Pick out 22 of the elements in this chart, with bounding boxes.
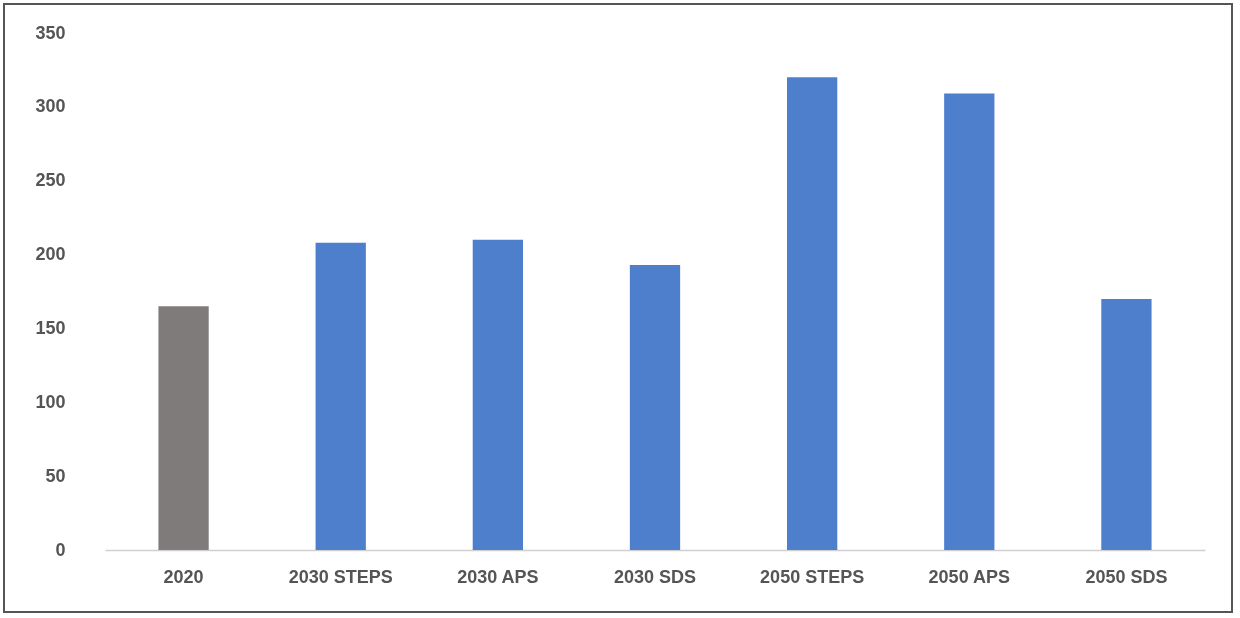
- y-tick-label: 250: [35, 170, 66, 191]
- bar: [158, 306, 209, 550]
- y-tick-label: 300: [35, 96, 66, 117]
- y-tick-label: 150: [35, 317, 66, 338]
- y-tick-label: 350: [35, 22, 66, 43]
- bar: [629, 264, 681, 550]
- bar: [1101, 298, 1152, 550]
- x-tick-label: 2030 STEPS: [288, 566, 393, 587]
- x-tick-label: 2030 APS: [457, 566, 539, 587]
- x-tick-label: 2050 SDS: [1085, 566, 1168, 587]
- x-tick-label: 2020: [163, 566, 204, 587]
- x-tick-label: 2050 APS: [928, 566, 1010, 587]
- x-tick-label: 2030 SDS: [613, 566, 697, 587]
- bar: [472, 239, 523, 550]
- bar: [315, 242, 366, 550]
- y-tick-label: 0: [55, 539, 66, 560]
- x-tick-label: 2050 STEPS: [760, 566, 865, 587]
- y-tick-label: 50: [45, 465, 66, 486]
- y-tick-label: 200: [35, 244, 66, 265]
- bar: [787, 77, 838, 550]
- y-tick-label: 100: [35, 391, 66, 412]
- bar: [944, 93, 995, 550]
